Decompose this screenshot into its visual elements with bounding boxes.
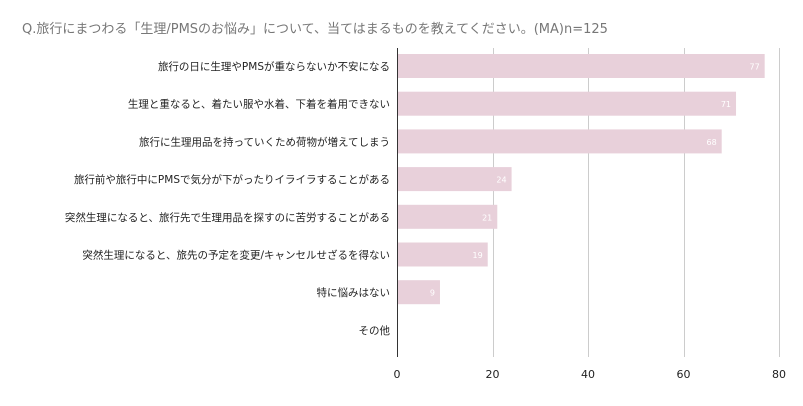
- bar: [397, 54, 765, 78]
- bars: 77 71 68 24 21 19 9: [397, 54, 765, 305]
- category-label: 旅行の日に生理やPMSが重ならないか不安になる: [158, 60, 390, 73]
- bar-value-label: 24: [496, 176, 506, 185]
- category-label: 生理と重なると、着たい服や水着、下着を着用できない: [128, 98, 390, 111]
- category-label: 旅行前や旅行中にPMSで気分が下がったりイライラすることがある: [74, 173, 390, 186]
- axis: 0 20 40 60 80: [394, 48, 786, 381]
- x-tick-label: 0: [394, 368, 401, 381]
- bar-value-label: 9: [430, 289, 435, 298]
- bar: [397, 280, 440, 305]
- bar-value-label: 77: [749, 63, 759, 72]
- category-label: その他: [359, 324, 391, 337]
- category-label: 旅行に生理用品を持っていくため荷物が増えてしまう: [139, 135, 390, 148]
- category-label: 突然生理になると、旅行先で生理用品を探すのに苦労することがある: [65, 211, 390, 224]
- x-tick-label: 20: [486, 368, 500, 381]
- x-tick-label: 80: [772, 368, 786, 381]
- chart-title: Q.旅行にまつわる「生理/PMSのお悩み」について、当てはまるものを教えてくださ…: [22, 22, 608, 37]
- bar: [397, 204, 498, 229]
- category-label: 特に悩みはない: [317, 286, 391, 299]
- x-tick-label: 40: [581, 368, 595, 381]
- category-label: 突然生理になると、旅先の予定を変更/キャンセルせざるを得ない: [82, 249, 390, 262]
- bar: [397, 242, 488, 267]
- bar: [397, 129, 722, 154]
- x-tick-label: 60: [677, 368, 691, 381]
- bar: [397, 167, 512, 192]
- bar-value-label: 21: [482, 213, 492, 222]
- bar-value-label: 19: [473, 251, 483, 260]
- bar-value-label: 71: [721, 100, 731, 109]
- bar-value-label: 68: [707, 138, 717, 147]
- bar: [397, 91, 737, 116]
- category-labels: 旅行の日に生理やPMSが重ならないか不安になる生理と重なると、着たい服や水着、下…: [65, 60, 391, 337]
